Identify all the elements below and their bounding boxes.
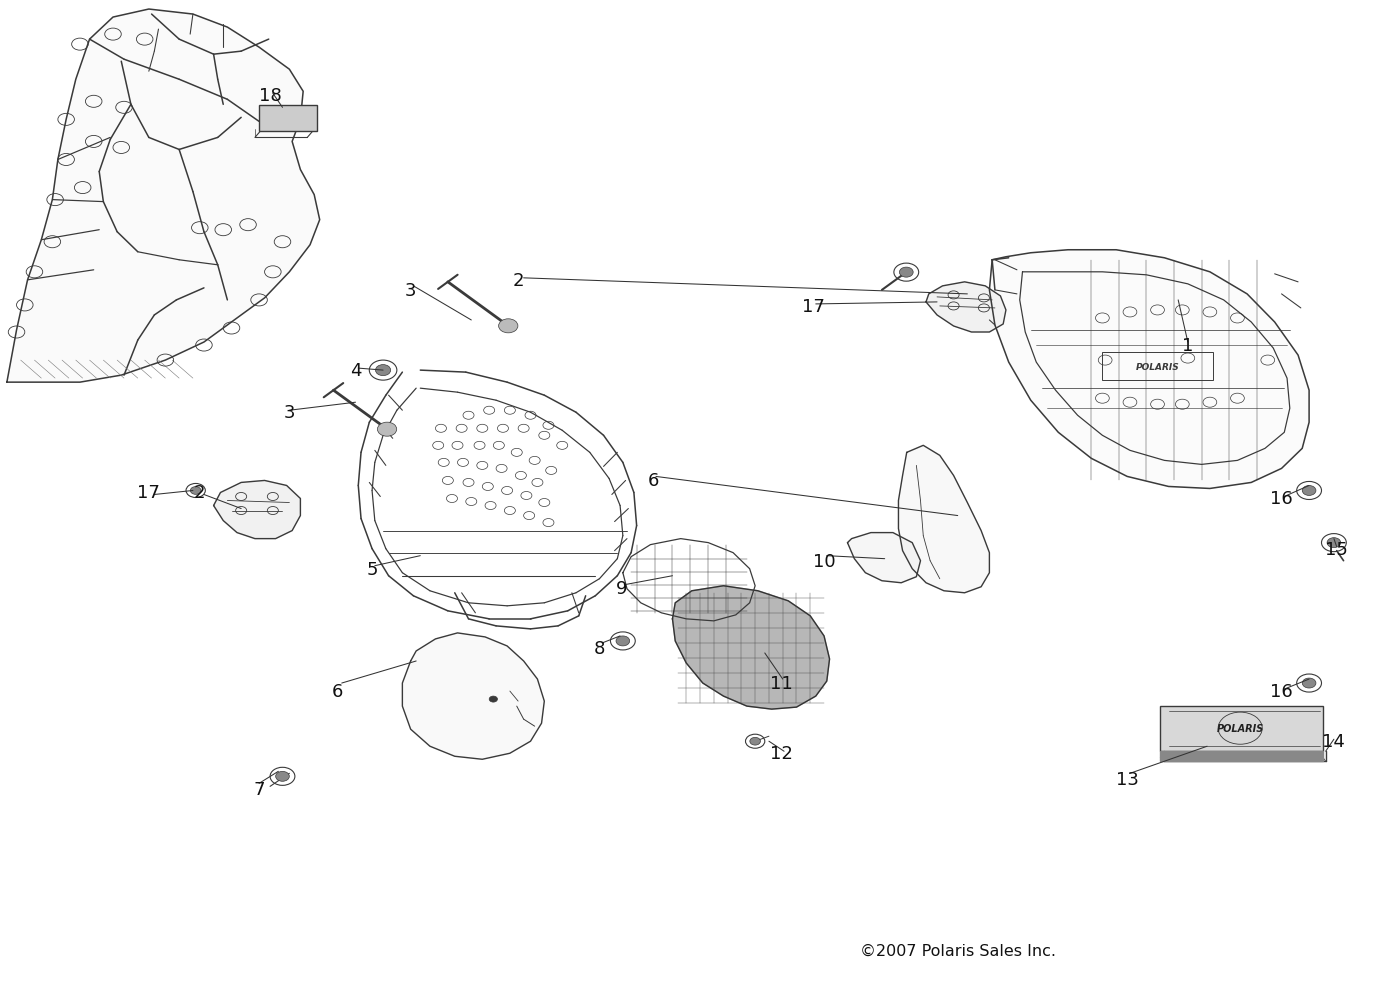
Text: 5: 5: [367, 560, 378, 578]
Polygon shape: [672, 586, 830, 709]
Circle shape: [1302, 678, 1316, 688]
Circle shape: [489, 696, 497, 702]
Text: 10: 10: [813, 552, 835, 570]
Circle shape: [616, 636, 630, 646]
Text: 6: 6: [332, 682, 343, 700]
Polygon shape: [847, 533, 921, 583]
Polygon shape: [1160, 752, 1323, 762]
Polygon shape: [989, 250, 1309, 489]
Circle shape: [750, 737, 761, 745]
Text: 18: 18: [259, 87, 281, 105]
Polygon shape: [7, 10, 320, 383]
Polygon shape: [402, 633, 544, 760]
Polygon shape: [214, 481, 300, 539]
Text: 17: 17: [802, 298, 824, 316]
Text: 16: 16: [1271, 490, 1293, 508]
Text: 2: 2: [513, 272, 524, 290]
Text: 2: 2: [194, 484, 205, 502]
Text: 1: 1: [1182, 337, 1193, 355]
Text: 3: 3: [284, 404, 295, 422]
Text: 6: 6: [648, 472, 659, 490]
Text: 7: 7: [254, 781, 265, 799]
Circle shape: [499, 320, 518, 334]
Text: POLARIS: POLARIS: [1217, 723, 1264, 733]
FancyBboxPatch shape: [259, 106, 317, 132]
Circle shape: [375, 365, 391, 376]
Text: ©2007 Polaris Sales Inc.: ©2007 Polaris Sales Inc.: [860, 943, 1056, 957]
Text: 12: 12: [770, 744, 792, 763]
Text: 8: 8: [594, 639, 605, 657]
Text: 15: 15: [1326, 540, 1348, 558]
Circle shape: [276, 772, 289, 782]
Circle shape: [1327, 538, 1341, 548]
Circle shape: [1302, 486, 1316, 496]
Text: 4: 4: [350, 362, 361, 380]
Text: POLARIS: POLARIS: [1135, 363, 1180, 371]
Polygon shape: [926, 283, 1006, 333]
FancyBboxPatch shape: [1160, 706, 1323, 752]
Text: 3: 3: [405, 282, 416, 300]
Text: 13: 13: [1116, 771, 1138, 789]
Circle shape: [190, 487, 201, 495]
Text: 11: 11: [770, 674, 792, 692]
Text: 14: 14: [1323, 732, 1345, 750]
Text: 16: 16: [1271, 682, 1293, 700]
Text: 17: 17: [138, 484, 160, 502]
Text: 9: 9: [616, 579, 627, 597]
Polygon shape: [898, 446, 989, 593]
Circle shape: [378, 423, 397, 437]
Circle shape: [900, 268, 914, 278]
